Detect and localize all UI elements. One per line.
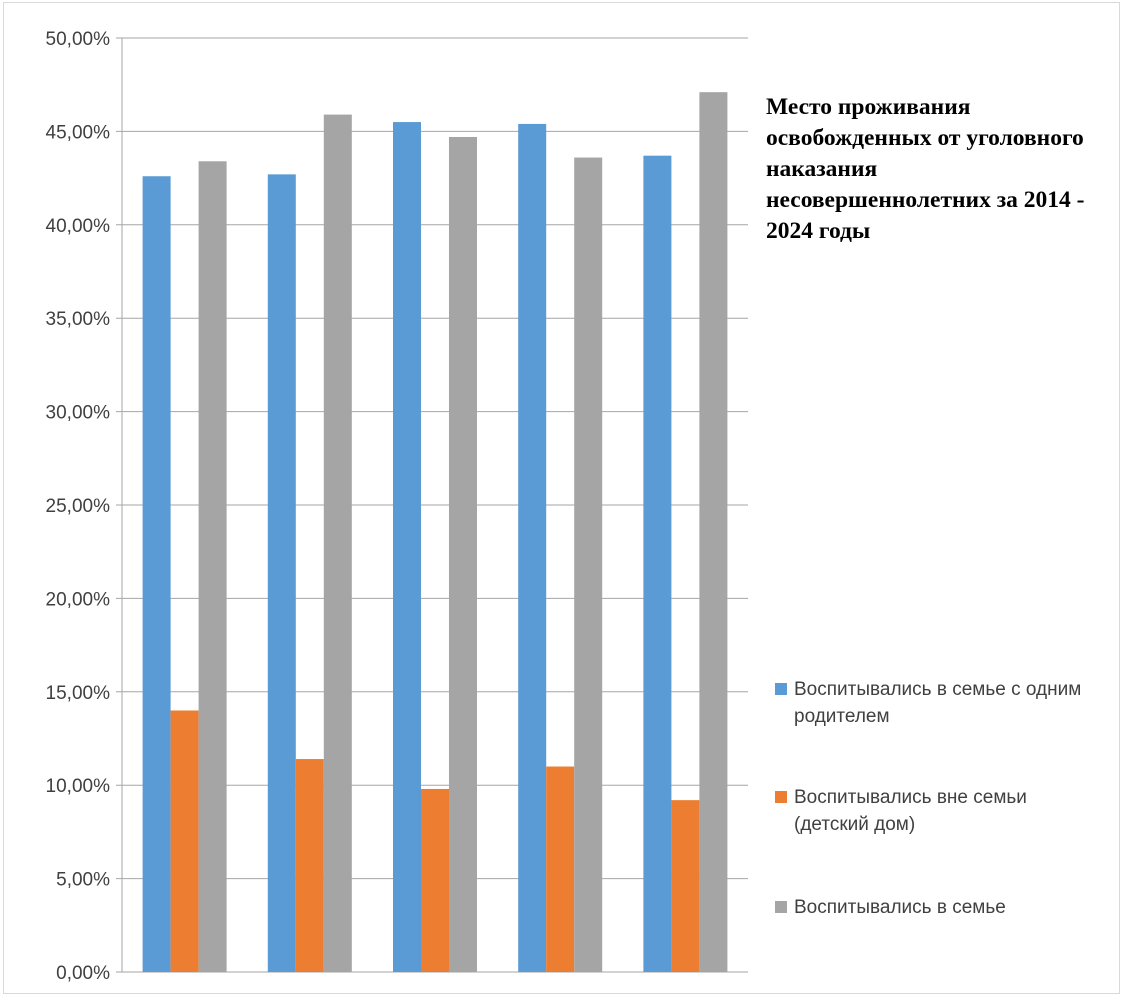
y-tick-label: 45,00%: [46, 122, 111, 143]
legend-swatch-single-parent: [775, 683, 787, 695]
legend-swatch-family: [775, 901, 787, 913]
y-tick-label: 0,00%: [56, 963, 110, 984]
chart-frame: [3, 2, 1120, 994]
y-tick-label: 40,00%: [46, 216, 111, 237]
bar-series-1-cat-5: [643, 155, 672, 972]
bar-series-1-cat-4: [518, 123, 547, 973]
y-tick-label: 25,00%: [46, 496, 111, 517]
legend-swatch-orphanage: [775, 791, 787, 803]
bar-series-3-cat-4: [574, 157, 603, 972]
bar-series-3-cat-1: [198, 161, 227, 973]
legend-label-single-parent: Воспитывались в семье с одним родителем: [794, 679, 1082, 727]
legend-item-orphanage: Воспитывались вне семьи (детский дом): [775, 784, 1104, 838]
bar-series-2-cat-4: [546, 766, 575, 972]
chart-title: Место проживания освобожденных от уголов…: [766, 94, 1085, 244]
bars: [142, 92, 728, 973]
y-tick-label: 5,00%: [56, 870, 110, 891]
bar-series-2-cat-3: [421, 788, 449, 972]
legend-item-family: Воспитывались в семье: [775, 894, 1104, 921]
bar-series-3-cat-3: [449, 137, 477, 972]
legend-label-family: Воспитывались в семье: [794, 897, 1006, 918]
bar-series-3-cat-2: [323, 114, 352, 972]
y-tick-label: 30,00%: [46, 403, 111, 424]
bar-series-2-cat-1: [170, 710, 199, 972]
legend-label-orphanage: Воспитывались вне семьи (детский дом): [794, 787, 1027, 835]
y-tick-label: 50,00%: [46, 29, 111, 50]
legend-item-single-parent: Воспитывались в семье с одним родителем: [775, 676, 1104, 730]
y-tick-label: 10,00%: [46, 776, 111, 797]
y-tick-label: 20,00%: [46, 589, 111, 610]
bar-series-2-cat-2: [295, 759, 324, 972]
bar-series-3-cat-5: [699, 92, 728, 972]
bar-series-1-cat-3: [393, 122, 421, 972]
y-tick-label: 15,00%: [46, 683, 111, 704]
y-axis: 0,00% 5,00% 10,00% 15,00% 20,00% 25,00% 30,00%…: [46, 29, 123, 984]
y-tick-label: 35,00%: [46, 309, 111, 330]
bar-series-1-cat-2: [267, 174, 296, 972]
bar-series-2-cat-5: [671, 800, 700, 972]
bar-series-1-cat-1: [142, 176, 171, 972]
